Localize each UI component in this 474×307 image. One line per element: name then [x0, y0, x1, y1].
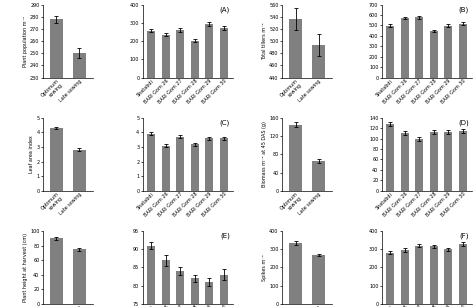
Bar: [176, 137, 184, 191]
Bar: [459, 131, 467, 191]
Bar: [459, 244, 467, 304]
Y-axis label: Plant population m⁻²: Plant population m⁻²: [23, 16, 28, 67]
Text: (F): (F): [459, 232, 469, 239]
Text: (C): (C): [219, 119, 230, 126]
Bar: [386, 253, 394, 304]
Bar: [289, 19, 302, 307]
Bar: [147, 134, 155, 191]
Bar: [162, 35, 170, 78]
Bar: [415, 246, 423, 304]
Bar: [73, 53, 86, 307]
Bar: [73, 249, 86, 304]
Bar: [176, 30, 184, 78]
Bar: [191, 278, 199, 307]
Bar: [312, 45, 325, 307]
Bar: [459, 24, 467, 78]
Bar: [205, 24, 213, 78]
Y-axis label: Plant height at harvest (cm): Plant height at harvest (cm): [23, 233, 28, 302]
Bar: [220, 275, 228, 307]
Y-axis label: Spikes m⁻²: Spikes m⁻²: [262, 254, 267, 281]
Bar: [205, 138, 213, 191]
Bar: [220, 28, 228, 78]
Text: (A): (A): [219, 6, 230, 13]
Bar: [176, 271, 184, 307]
Bar: [445, 249, 452, 304]
Bar: [50, 19, 63, 307]
Text: (E): (E): [220, 232, 230, 239]
Bar: [162, 260, 170, 307]
Bar: [415, 17, 423, 78]
Bar: [289, 125, 302, 191]
Bar: [147, 246, 155, 307]
Bar: [415, 139, 423, 191]
Bar: [430, 247, 438, 304]
Y-axis label: Leaf area index: Leaf area index: [29, 135, 34, 173]
Bar: [289, 243, 302, 304]
Bar: [191, 41, 199, 78]
Bar: [312, 255, 325, 304]
Y-axis label: Total tillers m⁻²: Total tillers m⁻²: [262, 22, 267, 60]
Bar: [50, 128, 63, 191]
Bar: [445, 26, 452, 78]
Bar: [220, 138, 228, 191]
Bar: [401, 250, 409, 304]
Bar: [386, 124, 394, 191]
Y-axis label: Biomass m⁻² at 45 DAS (g): Biomass m⁻² at 45 DAS (g): [262, 121, 267, 187]
Bar: [73, 150, 86, 191]
Bar: [445, 132, 452, 191]
Bar: [430, 31, 438, 78]
Bar: [50, 238, 63, 304]
Bar: [162, 146, 170, 191]
Bar: [205, 282, 213, 307]
Bar: [401, 18, 409, 78]
Text: (B): (B): [459, 6, 469, 13]
Text: (D): (D): [458, 119, 469, 126]
Bar: [386, 26, 394, 78]
Bar: [147, 30, 155, 78]
Bar: [430, 132, 438, 191]
Bar: [401, 134, 409, 191]
Bar: [191, 144, 199, 191]
Bar: [312, 161, 325, 191]
